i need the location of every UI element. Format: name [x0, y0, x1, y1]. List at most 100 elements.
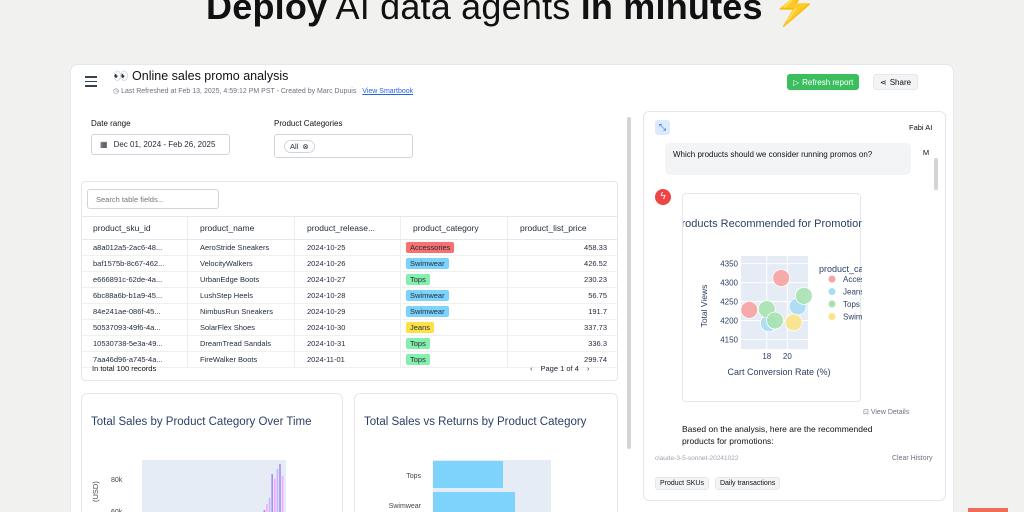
refresh-report-button[interactable]: ▷ Refresh report: [787, 74, 860, 90]
scatter-points: [740, 269, 813, 333]
user-question: Which products should we consider runnin…: [665, 143, 911, 175]
column-header[interactable]: product_name: [188, 217, 295, 239]
table-cell: 84e241ae-086f-45...: [82, 304, 188, 319]
x-ticks: 18 20: [762, 352, 792, 361]
legend-marker: [828, 313, 836, 320]
x-axis-label: Cart Conversion Rate (%): [727, 367, 830, 377]
table-cell: 458.33: [584, 243, 607, 252]
bar-tops: [433, 461, 503, 488]
calendar-icon: ▦: [100, 140, 108, 149]
table-row[interactable]: 6bc88a6b-b1a9-45... LushStep Heels 2024-10…: [82, 288, 617, 304]
sales-over-time-chart: 80k 60k (USD): [91, 460, 286, 512]
scatter-chart: Products Recommended for Promotions 4350…: [674, 218, 889, 377]
bar: [271, 474, 273, 512]
page-title: 👀 Online sales promo analysis: [113, 69, 289, 83]
table-row[interactable]: 84e241ae-086f-45... NimbusRun Sneakers 202…: [82, 304, 617, 320]
table-cell: DreamTread Sandals: [188, 336, 295, 351]
table-cell: 191.7: [588, 307, 607, 316]
date-range-picker[interactable]: ▦ Dec 01, 2024 - Feb 26, 2025: [91, 134, 230, 155]
table-cell: Jeans: [401, 320, 508, 335]
table-row[interactable]: 10530738-5e3a-49... DreamTread Sandals 202…: [82, 336, 617, 352]
column-header[interactable]: product_list_price: [520, 223, 587, 233]
suggestion-chips: Product SKUs Daily transactions: [655, 477, 781, 490]
legend-marker: [828, 288, 836, 295]
chart-icon: ⊡: [863, 409, 869, 416]
table-cell: 2024-10-30: [295, 320, 401, 335]
category-chip-label: All: [290, 142, 299, 151]
table-cell: baf1575b-8c67-462...: [82, 256, 188, 271]
chart-title: Total Sales vs Returns by Product Catego…: [364, 416, 587, 428]
column-header[interactable]: product_release...: [295, 217, 401, 239]
ytick-label: 4350: [720, 260, 738, 269]
table-cell: Accessories: [401, 240, 508, 255]
column-header[interactable]: product_category: [401, 217, 508, 239]
table-row[interactable]: 7aa46d96-a745-4a... FireWalker Boots 2024-…: [82, 352, 617, 368]
refresh-label: Refresh report: [802, 77, 854, 87]
table-search-input[interactable]: [87, 189, 219, 209]
scatter-point-accessories: [772, 269, 791, 287]
ytick-label: 4200: [720, 317, 738, 326]
legend-marker: [828, 275, 836, 283]
ai-assistant-panel: ⤡ Fabi AI Which products should we consi…: [643, 111, 946, 501]
table-cell: 2024-10-27: [295, 272, 401, 287]
share-button[interactable]: ⋖ Share: [873, 74, 919, 90]
main-scrollbar[interactable]: [627, 117, 631, 449]
clock-icon: ◷: [113, 88, 120, 95]
column-header[interactable]: product_sku_id: [82, 217, 188, 239]
table-cell: SolarFlex Shoes: [188, 320, 295, 335]
legend-title: product_category: [819, 264, 862, 274]
ai-answer: Based on the analysis, here are the reco…: [682, 424, 873, 446]
legend-label: Accessories: [843, 275, 862, 284]
model-name: claude-3-5-sonnet-20241022: [655, 455, 739, 462]
y-axis-label: Total Views: [699, 285, 709, 328]
xtick-label: 20: [783, 352, 792, 361]
table-cell: 56.75: [588, 291, 607, 300]
table-cell: 2024-10-31: [295, 336, 401, 351]
table-cell: 299.74: [584, 355, 607, 364]
ai-name: Fabi AI: [909, 123, 933, 132]
collapse-panel-icon[interactable]: ⤡: [655, 120, 670, 135]
category-tag: Tops: [406, 354, 430, 365]
share-icon: ⋖: [880, 77, 887, 87]
table-cell: 2024-10-28: [295, 288, 401, 303]
legend-label: Jeans: [843, 288, 862, 297]
category-label: Tops: [406, 473, 421, 480]
table-cell: Tops: [401, 336, 508, 351]
remove-chip-icon[interactable]: ⊗: [302, 142, 309, 151]
hamburger-menu-icon[interactable]: [85, 76, 97, 87]
table-cell: 230.23: [584, 275, 607, 284]
table-row[interactable]: 50537093-49f6-4a... SolarFlex Shoes 2024-1…: [82, 320, 617, 336]
avatar: M: [922, 148, 930, 157]
product-categories-select[interactable]: All ⊗: [274, 134, 413, 158]
next-page-icon[interactable]: ›: [586, 364, 590, 373]
legend-label: Tops: [843, 300, 860, 309]
view-smartbook-link[interactable]: View Smartbook: [362, 88, 414, 95]
ytick-label: 80k: [111, 477, 123, 484]
fabi-logo-icon: ϟ: [655, 189, 671, 205]
pagination: ‹ Page 1 of 4 ›: [530, 364, 589, 373]
bar-swimwear: [433, 492, 515, 512]
legend-marker: [828, 300, 836, 308]
table-cell: 6bc88a6b-b1a9-45...: [82, 288, 188, 303]
date-range-value: Dec 01, 2024 - Feb 26, 2025: [113, 140, 216, 149]
table-row[interactable]: baf1575b-8c67-462... VelocityWalkers 2024-…: [82, 256, 617, 272]
chat-scrollbar[interactable]: [934, 158, 938, 190]
legend: Accessories Jeans Tops Swimwear: [828, 275, 886, 322]
scatter-point-tops: [794, 286, 813, 305]
ytick-label: 4300: [720, 279, 738, 288]
category-tag: Tops: [406, 274, 430, 285]
corner-badge: [968, 508, 1008, 512]
table-cell: a8a012a5-2ac6-48...: [82, 240, 188, 255]
chip-daily-transactions[interactable]: Daily transactions: [714, 477, 781, 490]
category-chip-all[interactable]: All ⊗: [284, 140, 315, 153]
chip-product-skus[interactable]: Product SKUs: [655, 477, 709, 490]
prev-page-icon[interactable]: ‹: [530, 364, 533, 373]
clear-history-button[interactable]: Clear History: [892, 455, 933, 462]
table-row[interactable]: a8a012a5-2ac6-48... AeroStride Sneakers 20…: [82, 240, 617, 256]
view-details-link[interactable]: ⊡ View Details: [863, 408, 909, 416]
table-row[interactable]: e666891c-62de-4a... UrbanEdge Boots 2024-1…: [82, 272, 617, 288]
scatter-point-swimwear: [784, 313, 803, 332]
app-window: 👀 Online sales promo analysis ◷ Last Ref…: [70, 64, 954, 512]
topbar: 👀 Online sales promo analysis ◷ Last Ref…: [71, 65, 953, 105]
table-cell: 2024-10-25: [295, 240, 401, 255]
